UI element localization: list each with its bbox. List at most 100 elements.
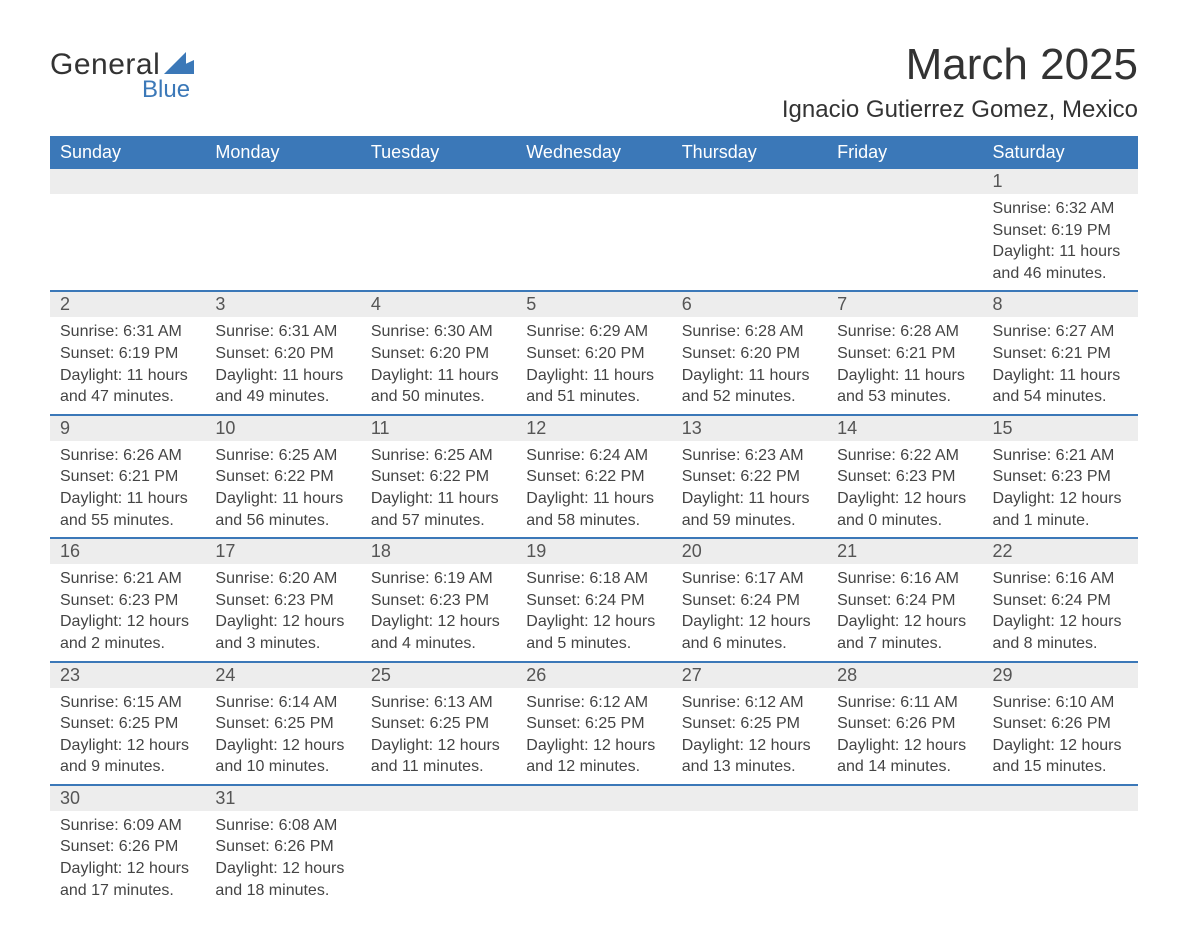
sunrise-text: Sunrise: 6:31 AM xyxy=(60,321,195,343)
sunset-text: Sunset: 6:20 PM xyxy=(526,343,661,365)
month-title: March 2025 xyxy=(782,40,1138,90)
day-number-cell xyxy=(361,785,516,811)
sunset-text: Sunset: 6:19 PM xyxy=(993,220,1128,242)
daylight-text: Daylight: 12 hours xyxy=(526,611,661,633)
day-number-cell: 11 xyxy=(361,415,516,441)
day-number-cell: 17 xyxy=(205,538,360,564)
sunrise-text: Sunrise: 6:28 AM xyxy=(837,321,972,343)
day-detail-cell: Sunrise: 6:32 AMSunset: 6:19 PMDaylight:… xyxy=(983,194,1138,291)
sunset-text: Sunset: 6:25 PM xyxy=(526,713,661,735)
daylight-text: Daylight: 11 hours xyxy=(837,365,972,387)
day-detail-row: Sunrise: 6:31 AMSunset: 6:19 PMDaylight:… xyxy=(50,317,1138,414)
daylight-text-2: and 50 minutes. xyxy=(371,386,506,408)
daylight-text-2: and 57 minutes. xyxy=(371,510,506,532)
sunrise-text: Sunrise: 6:16 AM xyxy=(837,568,972,590)
day-detail-cell: Sunrise: 6:08 AMSunset: 6:26 PMDaylight:… xyxy=(205,811,360,907)
daylight-text-2: and 54 minutes. xyxy=(993,386,1128,408)
sunset-text: Sunset: 6:24 PM xyxy=(837,590,972,612)
weekday-header: Tuesday xyxy=(361,136,516,169)
sunrise-text: Sunrise: 6:15 AM xyxy=(60,692,195,714)
daylight-text: Daylight: 12 hours xyxy=(682,735,817,757)
sunrise-text: Sunrise: 6:22 AM xyxy=(837,445,972,467)
daylight-text-2: and 17 minutes. xyxy=(60,880,195,902)
sunset-text: Sunset: 6:20 PM xyxy=(215,343,350,365)
sunrise-text: Sunrise: 6:12 AM xyxy=(526,692,661,714)
daylight-text: Daylight: 11 hours xyxy=(993,365,1128,387)
daylight-text: Daylight: 12 hours xyxy=(526,735,661,757)
day-number-cell: 6 xyxy=(672,291,827,317)
day-number-cell xyxy=(361,169,516,194)
sunrise-text: Sunrise: 6:08 AM xyxy=(215,815,350,837)
sunset-text: Sunset: 6:23 PM xyxy=(60,590,195,612)
daylight-text: Daylight: 12 hours xyxy=(371,611,506,633)
sunset-text: Sunset: 6:24 PM xyxy=(526,590,661,612)
daylight-text: Daylight: 11 hours xyxy=(682,488,817,510)
day-detail-cell: Sunrise: 6:21 AMSunset: 6:23 PMDaylight:… xyxy=(50,564,205,661)
sunrise-text: Sunrise: 6:25 AM xyxy=(371,445,506,467)
daylight-text: Daylight: 12 hours xyxy=(993,611,1128,633)
day-number-cell: 29 xyxy=(983,662,1138,688)
sunset-text: Sunset: 6:23 PM xyxy=(993,466,1128,488)
sunrise-text: Sunrise: 6:30 AM xyxy=(371,321,506,343)
daylight-text: Daylight: 12 hours xyxy=(215,858,350,880)
daylight-text: Daylight: 11 hours xyxy=(371,488,506,510)
daylight-text-2: and 10 minutes. xyxy=(215,756,350,778)
sunrise-text: Sunrise: 6:28 AM xyxy=(682,321,817,343)
daylight-text: Daylight: 12 hours xyxy=(60,858,195,880)
day-detail-cell: Sunrise: 6:31 AMSunset: 6:19 PMDaylight:… xyxy=(50,317,205,414)
daylight-text-2: and 3 minutes. xyxy=(215,633,350,655)
day-number-cell: 7 xyxy=(827,291,982,317)
day-number-cell: 31 xyxy=(205,785,360,811)
daylight-text-2: and 7 minutes. xyxy=(837,633,972,655)
day-number-cell: 18 xyxy=(361,538,516,564)
day-detail-cell xyxy=(983,811,1138,907)
sunrise-text: Sunrise: 6:19 AM xyxy=(371,568,506,590)
sunrise-text: Sunrise: 6:14 AM xyxy=(215,692,350,714)
day-number-cell xyxy=(205,169,360,194)
sunrise-text: Sunrise: 6:16 AM xyxy=(993,568,1128,590)
day-detail-cell: Sunrise: 6:25 AMSunset: 6:22 PMDaylight:… xyxy=(361,441,516,538)
day-detail-cell: Sunrise: 6:26 AMSunset: 6:21 PMDaylight:… xyxy=(50,441,205,538)
daylight-text-2: and 58 minutes. xyxy=(526,510,661,532)
day-detail-cell: Sunrise: 6:21 AMSunset: 6:23 PMDaylight:… xyxy=(983,441,1138,538)
day-number-cell: 30 xyxy=(50,785,205,811)
daylight-text-2: and 9 minutes. xyxy=(60,756,195,778)
day-detail-cell: Sunrise: 6:16 AMSunset: 6:24 PMDaylight:… xyxy=(983,564,1138,661)
day-detail-cell xyxy=(672,194,827,291)
day-number-cell xyxy=(672,169,827,194)
day-detail-cell: Sunrise: 6:15 AMSunset: 6:25 PMDaylight:… xyxy=(50,688,205,785)
sunrise-text: Sunrise: 6:20 AM xyxy=(215,568,350,590)
calendar-table: Sunday Monday Tuesday Wednesday Thursday… xyxy=(50,136,1138,907)
daylight-text-2: and 2 minutes. xyxy=(60,633,195,655)
daylight-text-2: and 53 minutes. xyxy=(837,386,972,408)
day-number-cell: 8 xyxy=(983,291,1138,317)
sunrise-text: Sunrise: 6:29 AM xyxy=(526,321,661,343)
sunset-text: Sunset: 6:21 PM xyxy=(993,343,1128,365)
sunset-text: Sunset: 6:22 PM xyxy=(526,466,661,488)
daylight-text: Daylight: 12 hours xyxy=(682,611,817,633)
daylight-text: Daylight: 12 hours xyxy=(215,735,350,757)
day-detail-cell: Sunrise: 6:22 AMSunset: 6:23 PMDaylight:… xyxy=(827,441,982,538)
daylight-text-2: and 59 minutes. xyxy=(682,510,817,532)
sunset-text: Sunset: 6:23 PM xyxy=(371,590,506,612)
daylight-text-2: and 12 minutes. xyxy=(526,756,661,778)
sunrise-text: Sunrise: 6:32 AM xyxy=(993,198,1128,220)
day-detail-cell xyxy=(361,194,516,291)
day-detail-cell: Sunrise: 6:25 AMSunset: 6:22 PMDaylight:… xyxy=(205,441,360,538)
sunrise-text: Sunrise: 6:31 AM xyxy=(215,321,350,343)
day-detail-cell xyxy=(827,194,982,291)
daylight-text: Daylight: 12 hours xyxy=(60,611,195,633)
day-detail-row: Sunrise: 6:15 AMSunset: 6:25 PMDaylight:… xyxy=(50,688,1138,785)
title-block: March 2025 Ignacio Gutierrez Gomez, Mexi… xyxy=(782,40,1138,124)
calendar-body: 1 Sunrise: 6:32 AMSunset: 6:19 PMDayligh… xyxy=(50,169,1138,907)
day-number-cell: 28 xyxy=(827,662,982,688)
day-detail-cell: Sunrise: 6:12 AMSunset: 6:25 PMDaylight:… xyxy=(516,688,671,785)
day-detail-cell: Sunrise: 6:20 AMSunset: 6:23 PMDaylight:… xyxy=(205,564,360,661)
day-number-cell: 21 xyxy=(827,538,982,564)
day-number-cell: 13 xyxy=(672,415,827,441)
sunrise-text: Sunrise: 6:21 AM xyxy=(60,568,195,590)
daylight-text-2: and 55 minutes. xyxy=(60,510,195,532)
sunset-text: Sunset: 6:25 PM xyxy=(682,713,817,735)
daylight-text-2: and 47 minutes. xyxy=(60,386,195,408)
sunset-text: Sunset: 6:20 PM xyxy=(682,343,817,365)
